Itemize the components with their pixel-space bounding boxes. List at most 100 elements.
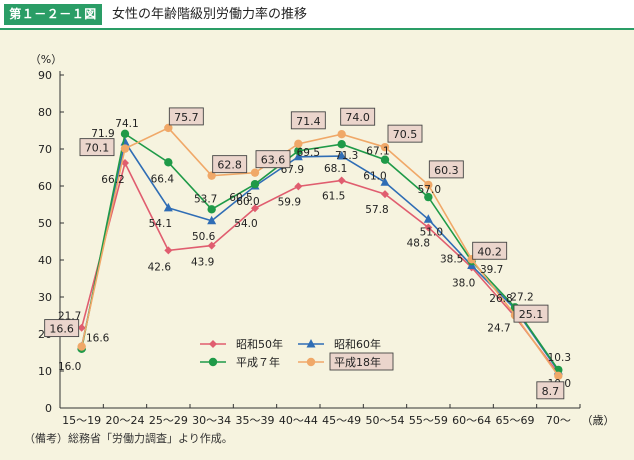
data-label: 60.3 (434, 164, 459, 177)
figure-number-badge: 第１－２－１図 (4, 4, 102, 25)
data-label: 62.8 (217, 159, 242, 172)
data-label-box (340, 107, 376, 126)
data-label-box (212, 155, 248, 174)
data-label: 60.0 (236, 196, 259, 208)
data-label: 39.7 (480, 264, 503, 276)
data-label: 16.6 (86, 333, 110, 345)
legend-label: 昭和60年 (334, 337, 381, 351)
data-point (337, 139, 346, 149)
data-label-box (79, 138, 115, 157)
data-point (380, 142, 390, 152)
data-point (164, 158, 173, 167)
x-tick-label: 55～59 (409, 414, 448, 427)
data-label: 54.1 (149, 218, 172, 230)
data-point (120, 136, 130, 146)
data-point (164, 123, 173, 133)
x-tick-label: 30～34 (192, 414, 231, 427)
data-point (207, 215, 217, 225)
data-point (381, 190, 389, 199)
data-label: 26.8 (489, 293, 512, 305)
data-label: 50.6 (192, 231, 216, 243)
data-label-box (290, 111, 326, 130)
x-tick-label: 50～54 (366, 414, 405, 427)
x-tick-label: 70～ (546, 414, 571, 427)
data-point (293, 151, 303, 161)
legend-marker (208, 357, 218, 367)
data-label: 16.0 (58, 361, 81, 373)
legend-label: 平成７年 (236, 355, 280, 369)
data-label: 66.2 (101, 174, 124, 186)
y-tick-label: 0 (45, 402, 52, 415)
data-label: 68.1 (324, 163, 347, 175)
data-label: 70.5 (393, 128, 418, 141)
data-label: 63.6 (261, 154, 286, 167)
data-label: 43.9 (191, 257, 214, 269)
figure-title: 女性の年齢階級別労働力率の推移 (112, 7, 308, 22)
data-point (380, 155, 390, 164)
y-tick-label: 30 (38, 291, 52, 304)
data-label: 70.1 (85, 142, 110, 155)
data-label-box (428, 160, 464, 179)
data-label-box (536, 381, 565, 400)
data-point (337, 130, 346, 139)
data-point (207, 171, 216, 180)
x-tick-label: 45～49 (322, 414, 361, 427)
data-label: 74.0 (345, 111, 370, 124)
data-label: 38.5 (440, 254, 463, 266)
data-point (294, 146, 303, 156)
data-point (250, 179, 260, 189)
data-label: 48.8 (407, 237, 430, 249)
x-tick-label: 35～39 (236, 414, 275, 427)
legend-marker (209, 340, 217, 348)
data-point (207, 241, 216, 250)
x-tick-label: 60～64 (452, 414, 491, 427)
data-label: 67.1 (366, 146, 389, 158)
data-label: 25.1 (519, 308, 544, 321)
x-tick-label: 25～29 (149, 414, 188, 427)
data-point (250, 168, 260, 177)
data-label: 38.0 (452, 277, 475, 289)
data-label: 66.4 (151, 173, 175, 185)
data-label: 54.0 (234, 218, 257, 230)
y-axis-unit-label: （%） (30, 53, 62, 66)
data-point (207, 205, 216, 214)
data-label-box (44, 319, 80, 338)
data-point (554, 371, 563, 381)
x-tick-label: 20～24 (106, 414, 145, 427)
legend-marker (306, 357, 316, 367)
figure-header: 第１－２－１図 女性の年齢階級別労働力率の推移 (0, 0, 634, 28)
data-point (77, 342, 86, 351)
data-point (423, 214, 433, 223)
x-tick-label: 15～19 (62, 414, 101, 427)
data-label: 27.2 (510, 291, 533, 303)
data-point (337, 176, 346, 185)
data-point (120, 129, 130, 139)
data-label-box (255, 150, 291, 169)
legend-label: 昭和50年 (236, 337, 283, 351)
y-tick-label: 80 (38, 106, 52, 119)
data-point (163, 202, 173, 212)
header-divider (0, 28, 634, 30)
data-label-box (472, 241, 508, 260)
data-point (120, 144, 130, 153)
legend-label: 平成18年 (334, 355, 381, 369)
data-label: 40.2 (477, 245, 502, 258)
data-label-box (387, 124, 423, 143)
data-label: 42.6 (148, 261, 172, 273)
data-label: 51.0 (420, 226, 443, 238)
data-label: 74.1 (115, 118, 138, 130)
data-label: 57.0 (418, 184, 441, 196)
data-label: 61.0 (363, 170, 386, 182)
x-tick-label: 40～44 (279, 414, 318, 427)
data-point (424, 180, 433, 190)
data-label: 61.5 (322, 190, 345, 202)
data-point (77, 323, 86, 332)
data-label: 10.3 (548, 352, 571, 364)
data-label-box (513, 304, 549, 323)
x-tick-label: 65～69 (496, 414, 535, 427)
y-tick-label: 90 (38, 69, 52, 82)
source-note: （備考）総務省「労働力調査」より作成。 (24, 432, 233, 445)
y-tick-label: 10 (38, 365, 52, 378)
legend-marker (306, 339, 316, 348)
data-label: 57.8 (365, 204, 388, 216)
